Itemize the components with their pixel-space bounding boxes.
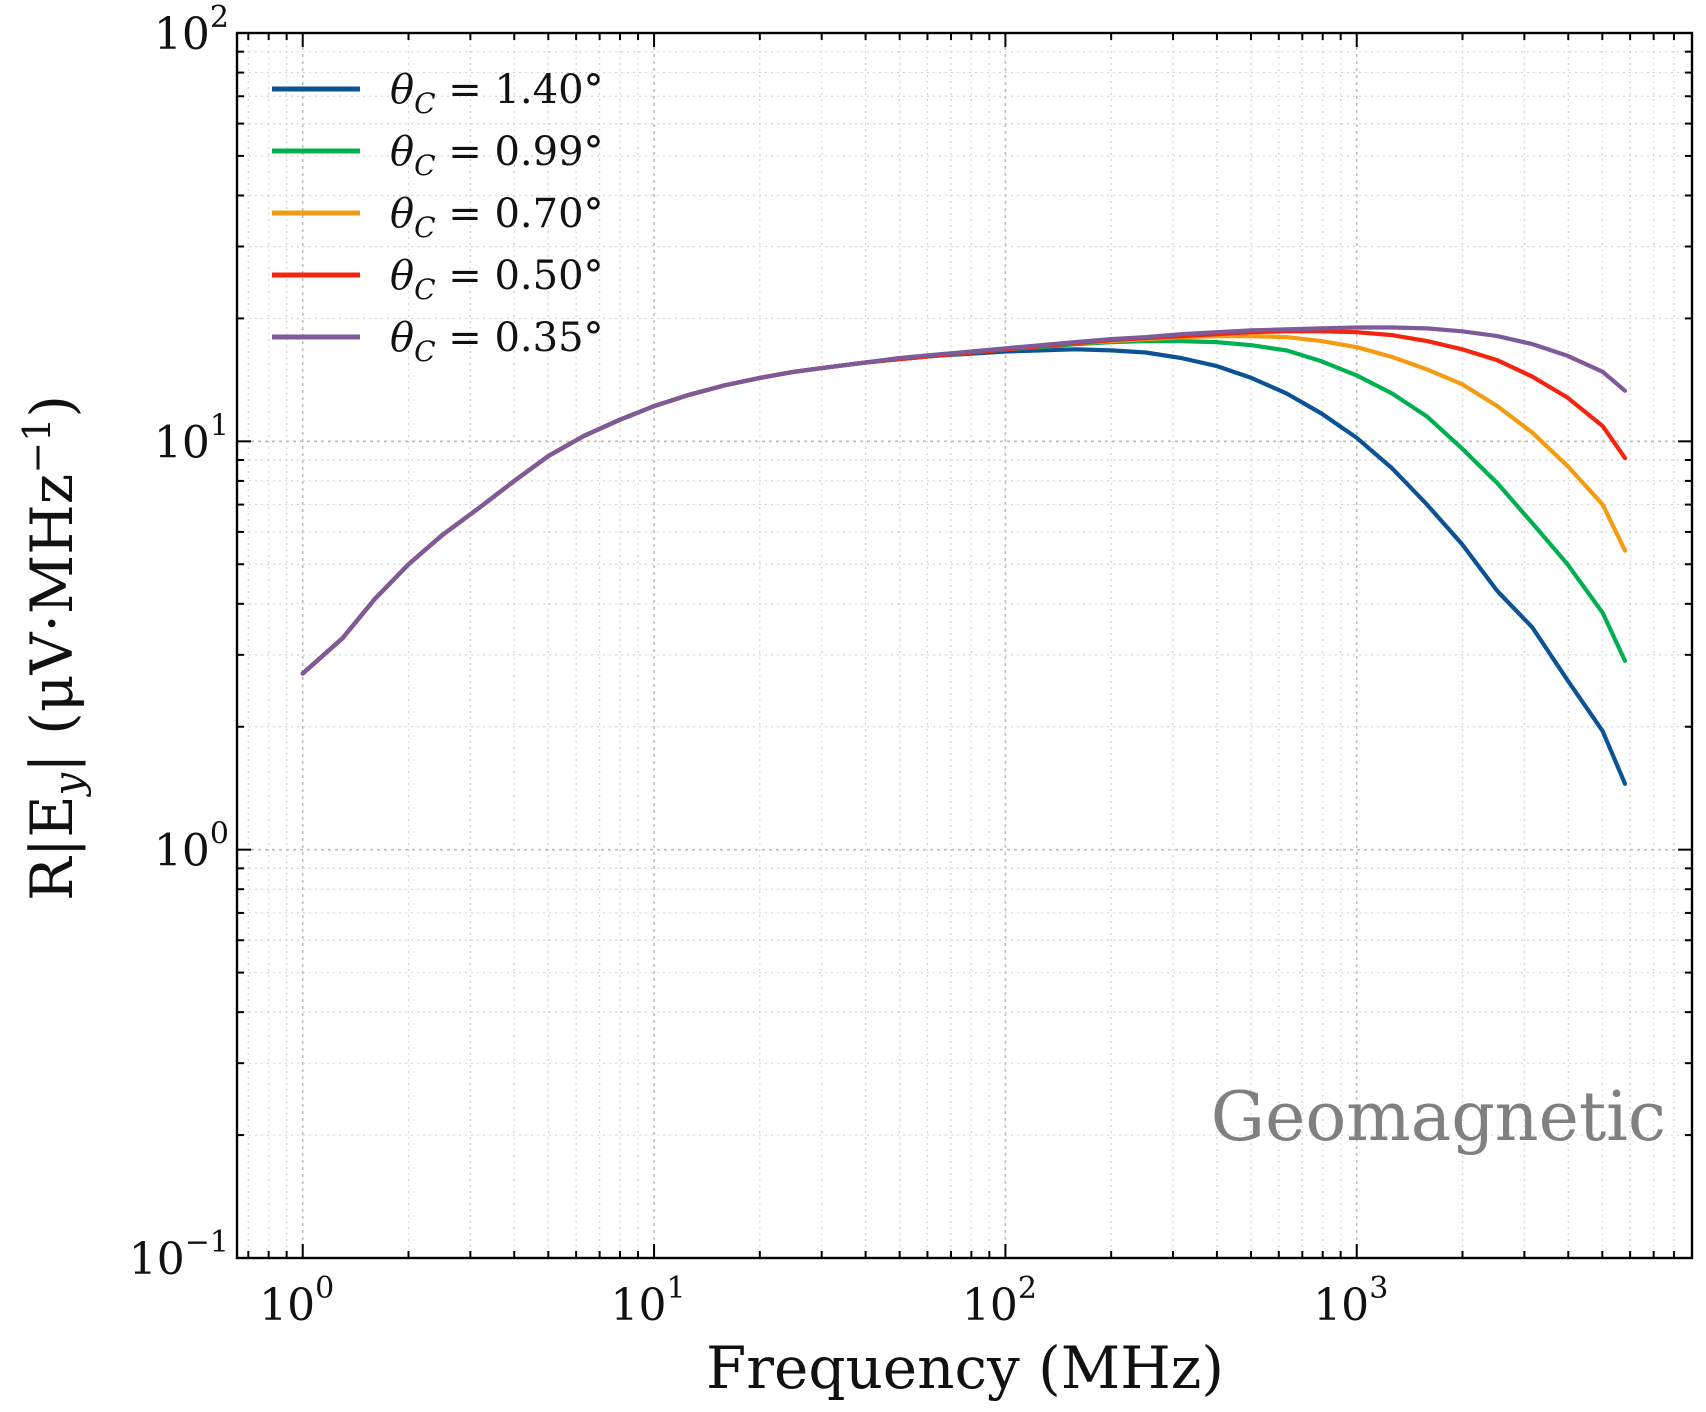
x-tick-label-exp: 3 [1369,1271,1388,1306]
legend-symbol: θ [390,67,414,113]
y-tick-label-base: 10 [129,1234,185,1285]
plot-frame [235,31,1694,1260]
y-tick-label-exp: 1 [210,408,229,443]
x-tick-label: 101 [611,1271,686,1331]
series-layer [300,325,1628,786]
legend-label-3: θC = 0.70° [390,191,604,244]
y-tick-label-exp: −1 [185,1225,229,1260]
x-tick-label-base: 10 [962,1280,1018,1331]
legend-subscript: C [414,273,435,306]
x-tick-label-base: 10 [1313,1280,1369,1331]
y-label-sub: y [46,771,92,797]
y-tick-label: 100 [154,817,229,877]
y-tick-label: 101 [154,408,229,468]
y-tick-label-exp: 0 [210,817,229,852]
legend-symbol: θ [390,315,414,361]
x-tick-label: 102 [962,1271,1037,1331]
legend-subscript: C [414,87,435,120]
legend-label-2: θC = 0.99° [390,129,604,182]
legend-subscript: C [414,211,435,244]
y-label-post: ) [18,395,86,418]
legend-subscript: C [414,149,435,182]
x-tick-label: 100 [259,1271,334,1331]
x-tick-label-base: 10 [611,1280,667,1331]
legend-symbol: θ [390,191,414,237]
legend-subscript: C [414,335,435,368]
grid [237,32,1693,1259]
legend-value: = 0.35° [436,315,604,361]
x-axis-label: Frequency (MHz) [706,1334,1224,1402]
x-tick-label-base: 10 [259,1280,315,1331]
y-label-pre: R|E [18,795,86,901]
legend: θC = 1.40°θC = 0.99°θC = 0.70°θC = 0.50°… [272,67,604,368]
legend-label-4: θC = 0.50° [390,253,604,306]
y-tick-label: 102 [154,0,229,60]
y-tick-label-base: 10 [154,417,210,468]
x-tick-label: 103 [1313,1271,1388,1331]
x-tick-label-exp: 1 [667,1271,686,1306]
legend-value: = 0.50° [436,253,604,299]
legend-label-5: θC = 0.35° [390,315,604,368]
series-line-5 [300,325,1628,676]
ticks [237,32,1693,1259]
legend-value: = 1.40° [436,67,604,113]
legend-label-1: θC = 1.40° [390,67,604,120]
x-tick-label-exp: 0 [315,1271,334,1306]
y-tick-label: 10−1 [129,1225,229,1285]
y-label-sup: −1 [15,418,59,474]
annotation-geomagnetic: Geomagnetic [1211,1078,1666,1157]
legend-symbol: θ [390,253,414,299]
y-tick-label-base: 10 [154,826,210,877]
x-tick-label-exp: 2 [1018,1271,1037,1306]
y-tick-label-base: 10 [154,9,210,60]
y-axis-label: R|Ey| (μV·MHz−1) [15,395,92,901]
x-tick-labels: 100 101 102 103 [259,1271,1388,1331]
legend-value: = 0.99° [436,129,604,175]
legend-value: = 0.70° [436,191,604,237]
y-label-mid: | (μV·MHz [18,474,86,773]
y-tick-label-exp: 2 [210,0,229,35]
legend-symbol: θ [390,129,414,175]
